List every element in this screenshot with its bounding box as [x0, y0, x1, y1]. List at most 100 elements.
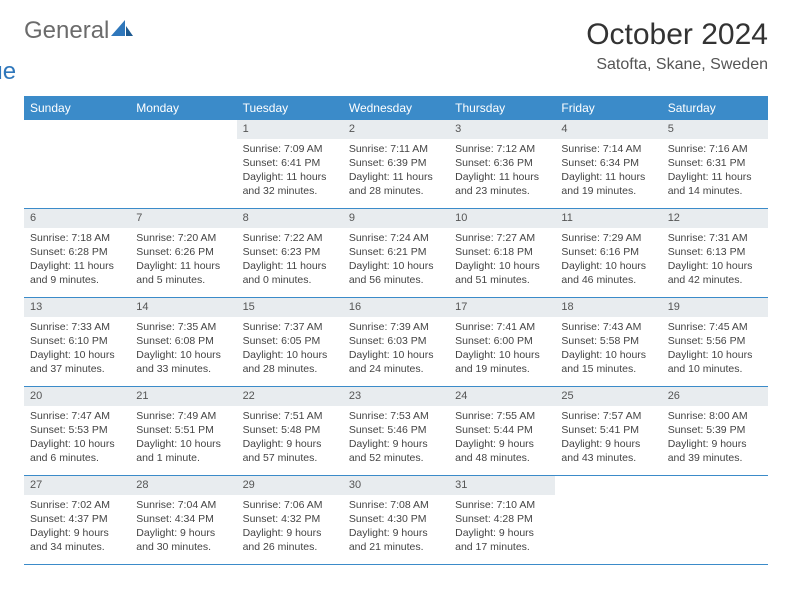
cell-body: Sunrise: 7:51 AMSunset: 5:48 PMDaylight:…: [237, 406, 343, 472]
calendar-cell: 11Sunrise: 7:29 AMSunset: 6:16 PMDayligh…: [555, 209, 661, 297]
location: Satofta, Skane, Sweden: [586, 56, 768, 74]
calendar-cell: 30Sunrise: 7:08 AMSunset: 4:30 PMDayligh…: [343, 476, 449, 564]
calendar: Sunday Monday Tuesday Wednesday Thursday…: [24, 96, 768, 565]
daylight2-text: and 28 minutes.: [243, 362, 337, 376]
sunrise-text: Sunrise: 7:57 AM: [561, 409, 655, 423]
daylight1-text: Daylight: 9 hours: [349, 437, 443, 451]
calendar-cell: 21Sunrise: 7:49 AMSunset: 5:51 PMDayligh…: [130, 387, 236, 475]
daylight1-text: Daylight: 9 hours: [455, 526, 549, 540]
day-number: 6: [24, 209, 130, 228]
daylight1-text: Daylight: 10 hours: [30, 348, 124, 362]
cell-body: Sunrise: 7:41 AMSunset: 6:00 PMDaylight:…: [449, 317, 555, 383]
day-number: 27: [24, 476, 130, 495]
sunrise-text: Sunrise: 7:27 AM: [455, 231, 549, 245]
sunset-text: Sunset: 5:44 PM: [455, 423, 549, 437]
day-number: 13: [24, 298, 130, 317]
calendar-row: 6Sunrise: 7:18 AMSunset: 6:28 PMDaylight…: [24, 209, 768, 298]
daylight2-text: and 19 minutes.: [561, 184, 655, 198]
calendar-header-row: Sunday Monday Tuesday Wednesday Thursday…: [24, 96, 768, 120]
calendar-cell: 17Sunrise: 7:41 AMSunset: 6:00 PMDayligh…: [449, 298, 555, 386]
calendar-cell: 26Sunrise: 8:00 AMSunset: 5:39 PMDayligh…: [662, 387, 768, 475]
daylight2-text: and 34 minutes.: [30, 540, 124, 554]
calendar-cell: 18Sunrise: 7:43 AMSunset: 5:58 PMDayligh…: [555, 298, 661, 386]
header: General Blue October 2024 Satofta, Skane…: [24, 18, 768, 84]
day-header: Saturday: [662, 96, 768, 120]
logo-sail-icon: [111, 18, 133, 41]
sunset-text: Sunset: 6:34 PM: [561, 156, 655, 170]
sunset-text: Sunset: 5:46 PM: [349, 423, 443, 437]
calendar-cell: 10Sunrise: 7:27 AMSunset: 6:18 PMDayligh…: [449, 209, 555, 297]
cell-body: Sunrise: 7:53 AMSunset: 5:46 PMDaylight:…: [343, 406, 449, 472]
calendar-row: 20Sunrise: 7:47 AMSunset: 5:53 PMDayligh…: [24, 387, 768, 476]
sunset-text: Sunset: 6:41 PM: [243, 156, 337, 170]
daylight1-text: Daylight: 10 hours: [561, 348, 655, 362]
logo: General Blue: [24, 18, 133, 84]
calendar-cell: 6Sunrise: 7:18 AMSunset: 6:28 PMDaylight…: [24, 209, 130, 297]
calendar-cell: 4Sunrise: 7:14 AMSunset: 6:34 PMDaylight…: [555, 120, 661, 208]
sunrise-text: Sunrise: 7:39 AM: [349, 320, 443, 334]
calendar-cell: 20Sunrise: 7:47 AMSunset: 5:53 PMDayligh…: [24, 387, 130, 475]
calendar-cell: .: [555, 476, 661, 564]
daylight1-text: Daylight: 9 hours: [668, 437, 762, 451]
calendar-cell: 31Sunrise: 7:10 AMSunset: 4:28 PMDayligh…: [449, 476, 555, 564]
day-number: 20: [24, 387, 130, 406]
daylight1-text: Daylight: 9 hours: [136, 526, 230, 540]
calendar-body: .. 1Sunrise: 7:09 AMSunset: 6:41 PMDaylig…: [24, 120, 768, 565]
calendar-cell: 1Sunrise: 7:09 AMSunset: 6:41 PMDaylight…: [237, 120, 343, 208]
cell-body: Sunrise: 7:16 AMSunset: 6:31 PMDaylight:…: [662, 139, 768, 205]
sunset-text: Sunset: 6:36 PM: [455, 156, 549, 170]
sunrise-text: Sunrise: 7:04 AM: [136, 498, 230, 512]
cell-body: Sunrise: 7:10 AMSunset: 4:28 PMDaylight:…: [449, 495, 555, 561]
calendar-row: 27Sunrise: 7:02 AMSunset: 4:37 PMDayligh…: [24, 476, 768, 565]
day-number: 21: [130, 387, 236, 406]
daylight1-text: Daylight: 9 hours: [30, 526, 124, 540]
sunrise-text: Sunrise: 7:14 AM: [561, 142, 655, 156]
cell-body: Sunrise: 7:11 AMSunset: 6:39 PMDaylight:…: [343, 139, 449, 205]
sunrise-text: Sunrise: 7:31 AM: [668, 231, 762, 245]
daylight1-text: Daylight: 11 hours: [136, 259, 230, 273]
day-number: 12: [662, 209, 768, 228]
daylight2-text: and 32 minutes.: [243, 184, 337, 198]
day-number: 16: [343, 298, 449, 317]
day-number: 19: [662, 298, 768, 317]
calendar-cell: 9Sunrise: 7:24 AMSunset: 6:21 PMDaylight…: [343, 209, 449, 297]
sunrise-text: Sunrise: 7:43 AM: [561, 320, 655, 334]
sunrise-text: Sunrise: 7:06 AM: [243, 498, 337, 512]
sunrise-text: Sunrise: 7:29 AM: [561, 231, 655, 245]
calendar-cell: .: [24, 120, 130, 208]
calendar-cell: .: [662, 476, 768, 564]
daylight1-text: Daylight: 10 hours: [30, 437, 124, 451]
sunrise-text: Sunrise: 7:37 AM: [243, 320, 337, 334]
day-header: Monday: [130, 96, 236, 120]
day-number: 29: [237, 476, 343, 495]
day-header: Wednesday: [343, 96, 449, 120]
cell-body: Sunrise: 7:33 AMSunset: 6:10 PMDaylight:…: [24, 317, 130, 383]
daylight1-text: Daylight: 10 hours: [561, 259, 655, 273]
sunrise-text: Sunrise: 7:18 AM: [30, 231, 124, 245]
cell-body: Sunrise: 7:22 AMSunset: 6:23 PMDaylight:…: [237, 228, 343, 294]
daylight1-text: Daylight: 10 hours: [349, 348, 443, 362]
daylight1-text: Daylight: 10 hours: [455, 348, 549, 362]
sunset-text: Sunset: 6:13 PM: [668, 245, 762, 259]
daylight1-text: Daylight: 11 hours: [668, 170, 762, 184]
cell-body: Sunrise: 7:37 AMSunset: 6:05 PMDaylight:…: [237, 317, 343, 383]
cell-body: [662, 495, 768, 504]
calendar-cell: 25Sunrise: 7:57 AMSunset: 5:41 PMDayligh…: [555, 387, 661, 475]
day-header: Tuesday: [237, 96, 343, 120]
daylight2-text: and 1 minute.: [136, 451, 230, 465]
day-header: Sunday: [24, 96, 130, 120]
daylight2-text: and 56 minutes.: [349, 273, 443, 287]
cell-body: Sunrise: 7:24 AMSunset: 6:21 PMDaylight:…: [343, 228, 449, 294]
daylight2-text: and 30 minutes.: [136, 540, 230, 554]
day-number: 1: [237, 120, 343, 139]
sunset-text: Sunset: 6:16 PM: [561, 245, 655, 259]
sunrise-text: Sunrise: 7:47 AM: [30, 409, 124, 423]
daylight1-text: Daylight: 10 hours: [136, 348, 230, 362]
daylight2-text: and 26 minutes.: [243, 540, 337, 554]
sunrise-text: Sunrise: 7:20 AM: [136, 231, 230, 245]
cell-body: Sunrise: 8:00 AMSunset: 5:39 PMDaylight:…: [662, 406, 768, 472]
day-number: 17: [449, 298, 555, 317]
daylight2-text: and 17 minutes.: [455, 540, 549, 554]
daylight1-text: Daylight: 11 hours: [455, 170, 549, 184]
calendar-cell: 16Sunrise: 7:39 AMSunset: 6:03 PMDayligh…: [343, 298, 449, 386]
